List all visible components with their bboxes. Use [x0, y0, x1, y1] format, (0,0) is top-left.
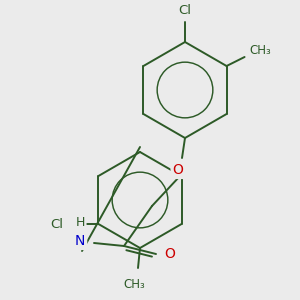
Text: CH₃: CH₃: [123, 278, 145, 290]
Text: O: O: [172, 163, 183, 177]
Text: N: N: [75, 234, 85, 248]
Text: CH₃: CH₃: [250, 44, 272, 56]
Text: H: H: [75, 217, 85, 230]
Text: Cl: Cl: [178, 4, 191, 16]
Text: O: O: [165, 247, 176, 261]
Text: Cl: Cl: [50, 218, 63, 230]
